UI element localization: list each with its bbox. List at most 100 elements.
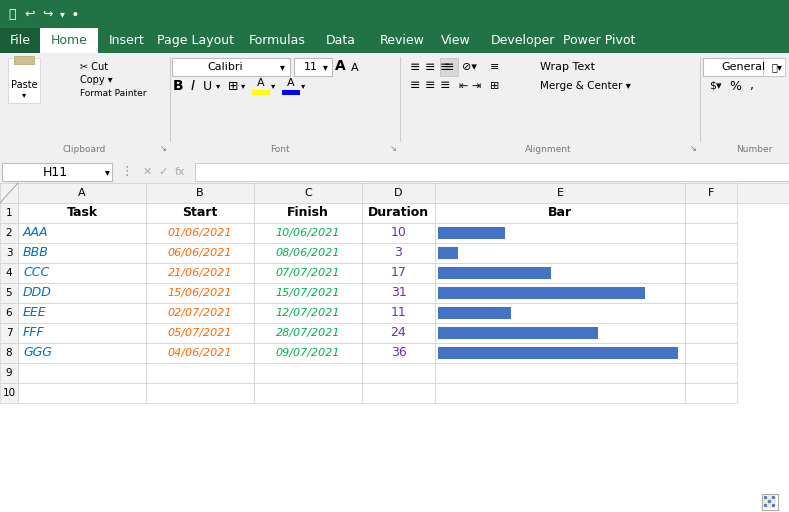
Text: Font: Font	[270, 144, 290, 154]
Bar	[438, 227, 505, 239]
Text: ⊘▾: ⊘▾	[462, 62, 477, 72]
Bar	[146, 243, 254, 263]
Bar	[146, 323, 254, 343]
Text: ↘: ↘	[390, 144, 397, 154]
Text: ↘: ↘	[159, 144, 166, 154]
Bar	[362, 183, 435, 203]
Text: ↪: ↪	[43, 8, 53, 20]
Bar	[685, 383, 737, 403]
Bar	[0, 28, 789, 53]
Bar	[362, 223, 435, 243]
Bar	[0, 243, 18, 263]
Bar	[362, 323, 435, 343]
Text: Merge & Center ▾: Merge & Center ▾	[540, 81, 631, 91]
Bar	[18, 263, 146, 283]
Bar	[685, 363, 737, 383]
Text: ⋮: ⋮	[121, 165, 133, 179]
Text: 8: 8	[6, 348, 13, 358]
Text: Task: Task	[66, 206, 98, 220]
Bar	[146, 283, 254, 303]
Bar	[435, 243, 685, 263]
Bar	[438, 247, 458, 259]
Bar	[362, 363, 435, 383]
Bar	[172, 58, 290, 76]
Text: I: I	[191, 79, 195, 93]
Bar	[254, 243, 362, 263]
Text: ✂ Cut: ✂ Cut	[80, 62, 108, 72]
Text: 9: 9	[6, 368, 13, 378]
Text: 08/06/2021: 08/06/2021	[275, 248, 340, 258]
Text: ⇤ ⇥: ⇤ ⇥	[459, 81, 481, 91]
Bar	[18, 383, 146, 403]
Bar	[18, 343, 146, 363]
Text: 10/06/2021: 10/06/2021	[275, 228, 340, 238]
Text: Paste: Paste	[11, 80, 37, 90]
Text: File: File	[9, 34, 31, 47]
Bar	[772, 500, 775, 503]
Bar	[254, 263, 362, 283]
Bar	[435, 203, 685, 223]
Bar	[0, 383, 18, 403]
Text: Start: Start	[182, 206, 218, 220]
Text: 3: 3	[394, 246, 402, 260]
Bar	[685, 263, 737, 283]
Text: ▾: ▾	[323, 62, 327, 72]
Text: BBB: BBB	[23, 246, 49, 260]
Text: ∙: ∙	[71, 7, 80, 21]
Bar	[146, 223, 254, 243]
Text: ≡: ≡	[424, 79, 436, 93]
Text: fx: fx	[174, 167, 185, 177]
Bar	[8, 58, 40, 103]
Text: 15/06/2021: 15/06/2021	[168, 288, 232, 298]
Text: 10: 10	[391, 226, 406, 240]
Bar	[254, 283, 362, 303]
Text: 🖫: 🖫	[8, 8, 16, 20]
Text: 7: 7	[6, 328, 13, 338]
Text: General: General	[721, 62, 765, 72]
Text: 6: 6	[6, 308, 13, 318]
Bar	[0, 28, 40, 53]
Bar	[685, 303, 737, 323]
Text: Clipboard: Clipboard	[62, 144, 106, 154]
Bar	[18, 203, 146, 223]
Text: 5: 5	[6, 288, 13, 298]
Text: Alignment: Alignment	[525, 144, 571, 154]
Text: ▾: ▾	[59, 9, 65, 19]
Text: 01/06/2021: 01/06/2021	[168, 228, 232, 238]
Bar	[0, 53, 789, 161]
Text: ≡: ≡	[439, 60, 451, 74]
Bar	[763, 58, 785, 76]
Bar	[362, 283, 435, 303]
Text: ✓: ✓	[159, 167, 168, 177]
Bar	[435, 323, 685, 343]
Bar	[254, 223, 362, 243]
Text: ↘: ↘	[690, 144, 697, 154]
Bar	[0, 263, 18, 283]
Bar	[146, 383, 254, 403]
Text: E: E	[556, 188, 563, 198]
Bar	[2, 56, 47, 116]
Text: 17: 17	[391, 267, 406, 280]
Text: 28/07/2021: 28/07/2021	[275, 328, 340, 338]
Text: ▾: ▾	[776, 62, 781, 72]
Bar	[685, 203, 737, 223]
Bar	[685, 223, 737, 243]
Bar	[362, 203, 435, 223]
Bar	[764, 500, 767, 503]
Text: ≡: ≡	[490, 62, 499, 72]
Text: ✕: ✕	[142, 167, 151, 177]
Bar	[764, 496, 767, 499]
Bar	[254, 183, 362, 203]
Text: Bar: Bar	[548, 206, 572, 220]
Bar	[0, 363, 18, 383]
Text: ≡: ≡	[424, 60, 436, 74]
Text: ≡: ≡	[409, 79, 421, 93]
Bar	[0, 183, 789, 203]
Text: ▾: ▾	[241, 81, 245, 91]
Bar	[685, 343, 737, 363]
Text: ▾: ▾	[22, 91, 26, 99]
Bar	[0, 161, 789, 183]
Bar	[146, 363, 254, 383]
Text: AAA: AAA	[23, 226, 48, 240]
Bar	[282, 90, 300, 95]
